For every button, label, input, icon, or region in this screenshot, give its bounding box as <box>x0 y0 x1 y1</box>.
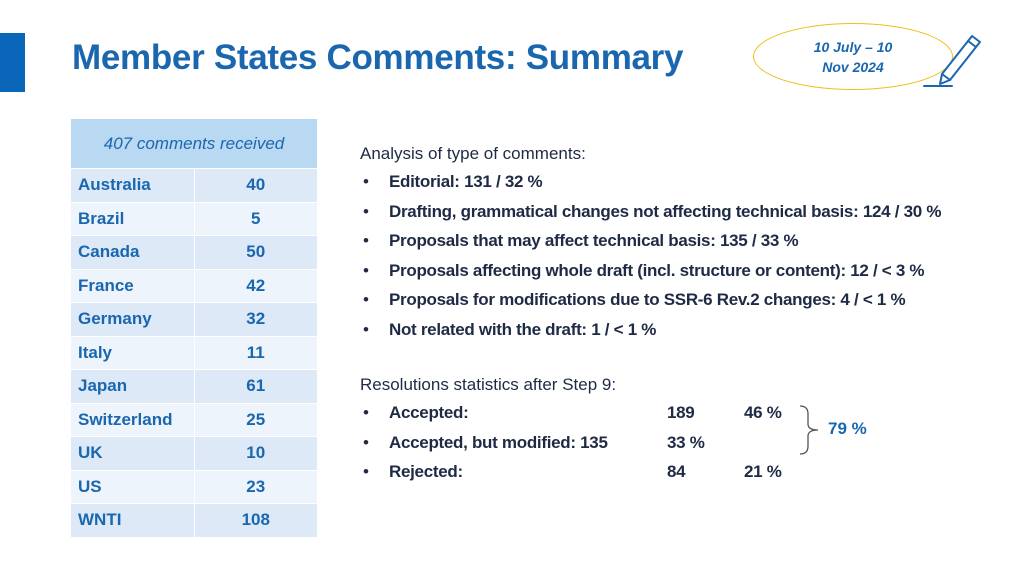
list-item: • Drafting, grammatical changes not affec… <box>360 197 1020 227</box>
resolution-percent: 46 % <box>744 403 782 422</box>
country-name: Australia <box>70 168 195 203</box>
comment-count: 40 <box>193 168 318 203</box>
resolution-count: 33 % <box>667 432 705 452</box>
table-row: Italy 11 <box>70 335 318 370</box>
country-name: Brazil <box>70 201 195 236</box>
table-row: UK 10 <box>70 436 318 471</box>
comment-count: 11 <box>193 335 318 370</box>
bullet: • <box>363 260 369 280</box>
comment-count: 25 <box>193 402 318 437</box>
country-name: Italy <box>70 335 195 370</box>
table-row: Japan 61 <box>70 369 318 404</box>
analysis-item-text: Proposals affecting whole draft (incl. s… <box>389 260 925 280</box>
analysis-list: • Editorial: 131 / 32 % • Drafting, gramma… <box>360 167 1020 344</box>
resolution-percent: 21 % <box>744 462 782 481</box>
country-name: UK <box>70 436 195 471</box>
pencil-icon <box>923 35 981 87</box>
analysis-item-text: Editorial: 131 / 32 % <box>389 172 543 191</box>
bullet: • <box>363 201 369 221</box>
resolutions-list: • Accepted: 189 46 % • Accepted, but mod… <box>360 398 880 487</box>
page-title: Member States Comments: Summary <box>72 38 684 77</box>
resolution-statistics: Resolutions statistics after Step 9: • A… <box>360 372 880 487</box>
analysis-item-text: Proposals for modifications due to SSR-6… <box>389 290 906 309</box>
analysis-item-text: Proposals that may affect technical basi… <box>389 231 799 250</box>
bullet: • <box>363 172 369 191</box>
country-name: Germany <box>70 302 195 337</box>
country-name: Japan <box>70 369 195 404</box>
list-item: • Proposals affecting whole draft (incl. … <box>360 256 1020 286</box>
bullet: • <box>363 432 369 452</box>
country-name: WNTI <box>70 503 195 538</box>
comments-table: 407 comments received Australia 40 Brazi… <box>70 118 318 538</box>
resolutions-heading: Resolutions statistics after Step 9: <box>360 375 617 394</box>
date-badge: 10 July – 10 Nov 2024 <box>753 23 953 90</box>
analysis-item-text: Not related with the draft: 1 / < 1 % <box>389 319 657 339</box>
resolution-label: Rejected: <box>389 462 463 481</box>
table-row: Australia 40 <box>70 168 318 203</box>
bullet: • <box>363 319 369 339</box>
table-row: WNTI 108 <box>70 503 318 538</box>
resolution-label: Accepted: <box>389 403 469 422</box>
date-line-2: Nov 2024 <box>822 58 884 75</box>
resolution-count: 84 <box>667 462 686 481</box>
resolution-count: 189 <box>667 403 695 422</box>
analysis-heading: Analysis of type of comments: <box>360 144 586 163</box>
date-line-1: 10 July – 10 <box>813 38 893 55</box>
comment-count: 108 <box>193 503 318 538</box>
country-name: US <box>70 469 195 504</box>
combined-accepted-percent: 79 % <box>828 419 867 438</box>
table-row: US 23 <box>70 469 318 504</box>
bullet: • <box>363 403 369 422</box>
country-name: France <box>70 268 195 303</box>
list-item: • Accepted, but modified: 135 33 % <box>360 428 880 458</box>
list-item: • Editorial: 131 / 32 % <box>360 167 1020 197</box>
list-item: • Proposals that may affect technical bas… <box>360 226 1020 256</box>
table-row: Germany 32 <box>70 302 318 337</box>
comment-count: 10 <box>193 436 318 471</box>
comments-table-header: 407 comments received <box>70 118 318 169</box>
bullet: • <box>363 462 369 481</box>
accent-bar <box>0 33 25 92</box>
country-name: Canada <box>70 235 195 270</box>
comment-count: 61 <box>193 369 318 404</box>
comment-count: 50 <box>193 235 318 270</box>
resolution-label: Accepted, but modified: 135 <box>389 432 608 452</box>
bullet: • <box>363 290 369 309</box>
list-item: • Proposals for modifications due to SSR-… <box>360 285 1020 315</box>
curly-brace-icon <box>799 405 819 455</box>
table-row: Brazil 5 <box>70 201 318 236</box>
comment-count: 32 <box>193 302 318 337</box>
list-item: • Accepted: 189 46 % <box>360 398 880 428</box>
table-row: Switzerland 25 <box>70 402 318 437</box>
comment-count: 5 <box>193 201 318 236</box>
analysis-item-text: Drafting, grammatical changes not affect… <box>389 201 942 221</box>
country-name: Switzerland <box>70 402 195 437</box>
bullet: • <box>363 231 369 250</box>
comment-type-analysis: Analysis of type of comments: • Editorial… <box>360 141 1020 344</box>
comment-count: 42 <box>193 268 318 303</box>
list-item: • Not related with the draft: 1 / < 1 % <box>360 315 1020 345</box>
table-row: France 42 <box>70 268 318 303</box>
comment-count: 23 <box>193 469 318 504</box>
list-item: • Rejected: 84 21 % <box>360 457 880 487</box>
table-row: Canada 50 <box>70 235 318 270</box>
